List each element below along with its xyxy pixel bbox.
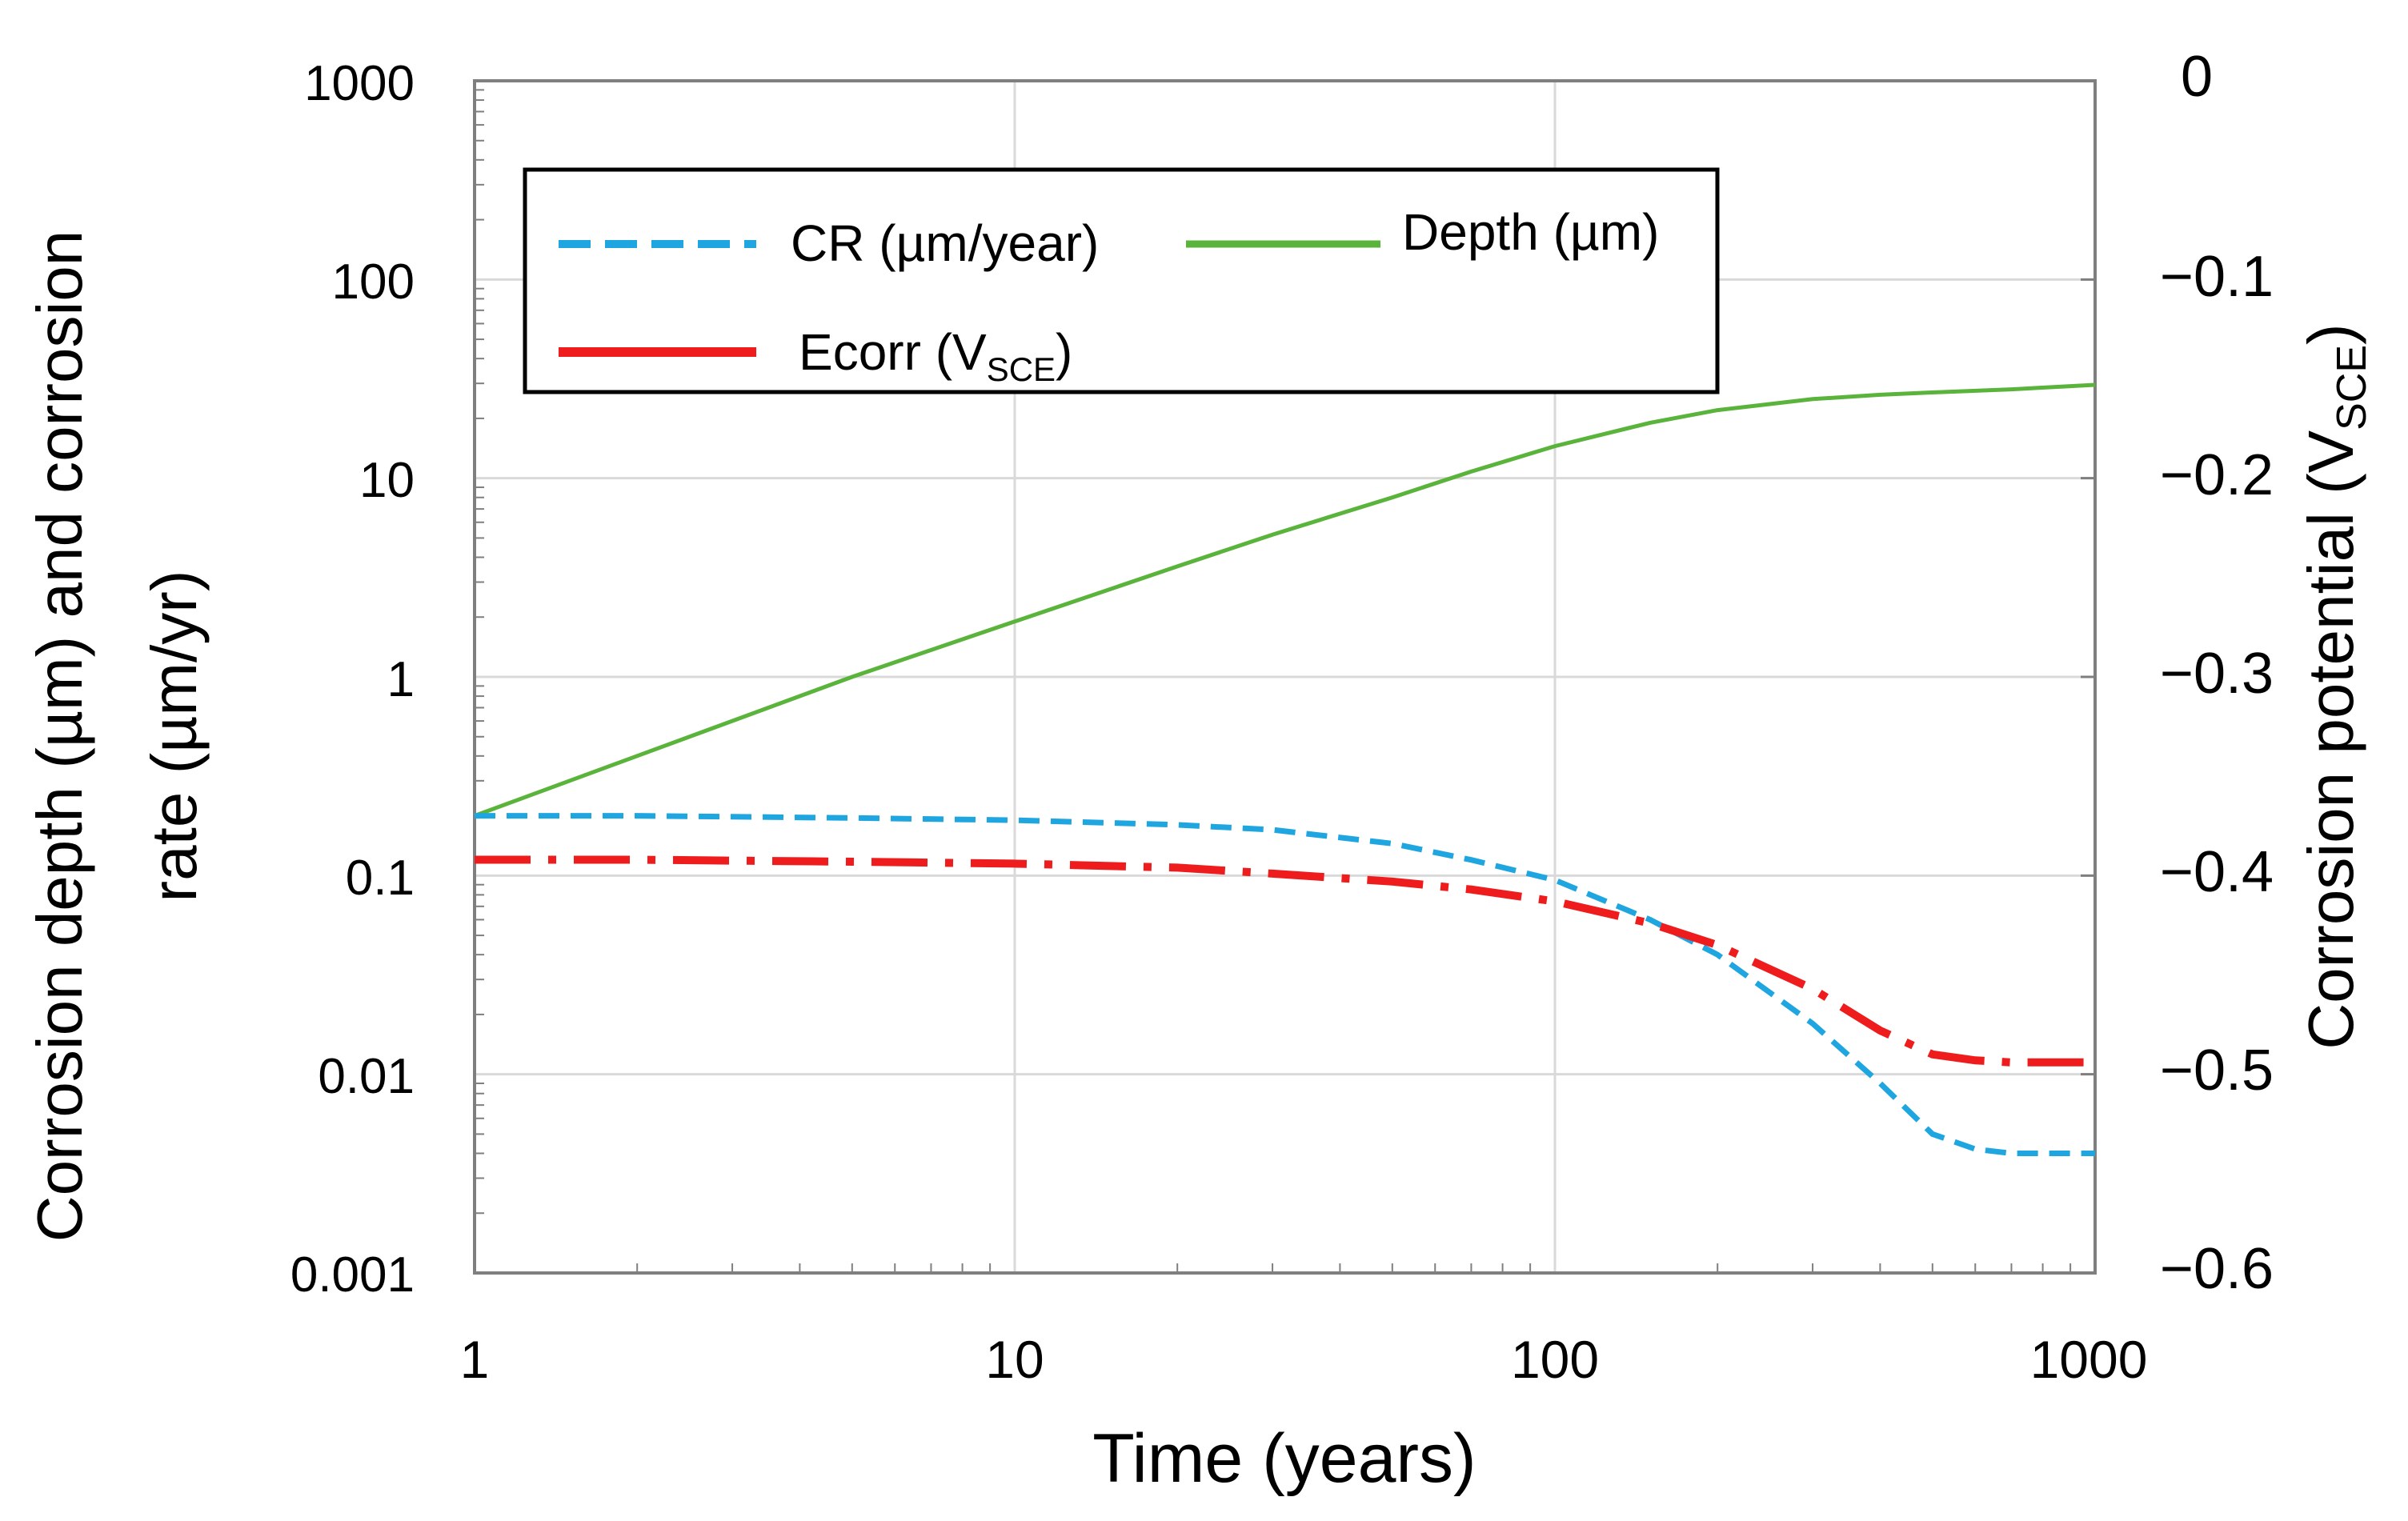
y2-tick-label-0.1: −0.1 bbox=[2160, 245, 2274, 309]
y-tick-label-100: 100 bbox=[332, 254, 415, 310]
y2-tick-label-0.3: −0.3 bbox=[2160, 642, 2274, 706]
y2-axis-title-close: ) bbox=[2295, 323, 2366, 345]
legend-label-ecorr-close: ) bbox=[1056, 323, 1072, 381]
y-axis-title-line2: rate (µm/yr) bbox=[138, 570, 210, 903]
y2-axis-title-sub: SCE bbox=[2329, 345, 2375, 430]
series-layer bbox=[474, 382, 2096, 1156]
legend-label-cr: CR (µm/year) bbox=[791, 214, 1099, 272]
y-tick-labels: 1000 100 10 1 0.1 0.01 0.001 bbox=[290, 56, 415, 1303]
y2-tick-label-0.2: −0.2 bbox=[2160, 443, 2274, 507]
series-line-depth bbox=[474, 382, 2096, 818]
x-tick-label-1: 1 bbox=[460, 1330, 490, 1389]
legend-label-ecorr-sub: SCE bbox=[987, 350, 1056, 388]
y-tick-label-0.01: 0.01 bbox=[318, 1049, 415, 1104]
x-axis-title: Time (years) bbox=[1092, 1420, 1476, 1497]
x-tick-label-10: 10 bbox=[985, 1330, 1044, 1389]
y-tick-label-0.001: 0.001 bbox=[290, 1247, 415, 1303]
y2-tick-label-0: 0 bbox=[2181, 45, 2213, 109]
y-tick-label-1: 1 bbox=[387, 652, 415, 707]
y-tick-label-1000: 1000 bbox=[304, 56, 415, 111]
series-line-cr bbox=[475, 813, 2095, 1156]
x-tick-label-1000: 1000 bbox=[2030, 1330, 2148, 1389]
y-tick-label-10: 10 bbox=[359, 453, 415, 508]
y2-tick-label-0.6: −0.6 bbox=[2160, 1237, 2274, 1301]
x-tick-label-100: 100 bbox=[1511, 1330, 1599, 1389]
y2-tick-label-0.5: −0.5 bbox=[2160, 1039, 2274, 1103]
y-tick-label-0.1: 0.1 bbox=[346, 851, 415, 906]
legend-label-ecorr: Ecorr (VSCE) bbox=[799, 323, 1072, 388]
y2-axis-title-text: Corrosion potential (VSCE) bbox=[2295, 323, 2375, 1049]
series-line-ecorr bbox=[475, 855, 2095, 1067]
y2-axis-title-main: Corrosion potential (V bbox=[2295, 430, 2366, 1049]
y-axis-title-line1: Corrosion depth (µm) and corrosion bbox=[24, 230, 95, 1242]
legend-label-depth: Depth (µm) bbox=[1402, 203, 1659, 261]
y2-axis-title: Corrosion potential (VSCE) bbox=[2295, 323, 2375, 1049]
x-tick-labels: 1 10 100 1000 bbox=[460, 1330, 2148, 1389]
legend: CR (µm/year) Depth (µm) Ecorr (VSCE) bbox=[523, 167, 1720, 394]
y2-tick-label-0.4: −0.4 bbox=[2160, 840, 2274, 904]
legend-label-ecorr-main: Ecorr (V bbox=[799, 323, 987, 381]
y2-tick-labels: 0 −0.1 −0.2 −0.3 −0.4 −0.5 −0.6 bbox=[2160, 45, 2274, 1301]
y-axis-title: Corrosion depth (µm) and corrosion rate … bbox=[24, 230, 210, 1242]
plot-frame bbox=[473, 79, 2097, 1275]
